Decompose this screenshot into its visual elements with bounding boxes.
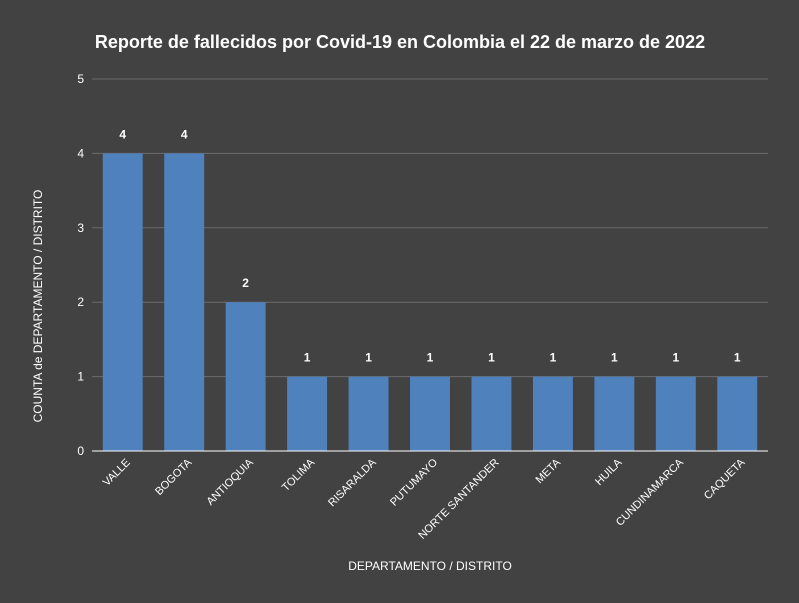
bar (717, 376, 758, 451)
x-tick-label: RISARALDA (326, 456, 379, 509)
bar (225, 302, 266, 451)
data-label: 1 (304, 351, 311, 365)
bar (532, 376, 573, 451)
y-tick-label: 1 (77, 370, 84, 384)
y-tick-label: 5 (77, 72, 84, 86)
data-label: 1 (488, 351, 495, 365)
x-axis-label: DEPARTAMENTO / DISTRITO (348, 559, 512, 573)
bar (594, 376, 635, 451)
gridlines (92, 78, 768, 378)
data-label: 4 (181, 127, 188, 141)
bar (102, 153, 143, 451)
data-label: 2 (242, 276, 249, 290)
y-tick-label: 3 (77, 221, 84, 235)
x-tick-label: META (534, 456, 564, 486)
y-tick-label: 2 (77, 295, 84, 309)
bar (287, 376, 328, 451)
bar (164, 153, 205, 451)
y-axis-ticks: 0 1 2 3 4 5 (77, 72, 84, 458)
y-axis-label: COUNTA de DEPARTAMENTO / DISTRITO (31, 190, 45, 423)
x-tick-label: ANTIOQUIA (204, 456, 256, 508)
data-label: 4 (119, 127, 126, 141)
bar (410, 376, 450, 451)
bar (655, 376, 696, 451)
y-tick-label: 4 (77, 146, 84, 160)
x-tick-label: VALLE (101, 457, 133, 489)
data-label: 1 (550, 351, 557, 365)
x-tick-label: BOGOTA (153, 456, 195, 498)
x-axis-ticks: VALLE BOGOTA ANTIOQUIA TOLIMA RISARALDA PUTUM… (101, 456, 748, 542)
data-label: 1 (672, 351, 679, 365)
x-tick-label: HUILA (593, 456, 625, 488)
data-label: 1 (611, 351, 618, 365)
data-label: 1 (427, 351, 434, 365)
y-tick-label: 0 (77, 444, 84, 458)
bar (471, 376, 512, 451)
x-tick-label: PUTUMAYO (388, 456, 440, 508)
x-tick-label: CAQUETA (702, 456, 748, 502)
chart-title: Reporte de fallecidos por Covid-19 en Co… (95, 32, 705, 52)
x-tick-label: CUNDINAMARCA (614, 456, 686, 528)
bar (348, 376, 389, 451)
data-label: 1 (365, 351, 372, 365)
bars: 4 4 2 1 1 1 1 1 1 1 1 (102, 127, 758, 451)
data-label: 1 (734, 351, 741, 365)
x-tick-label: TOLIMA (280, 456, 318, 494)
